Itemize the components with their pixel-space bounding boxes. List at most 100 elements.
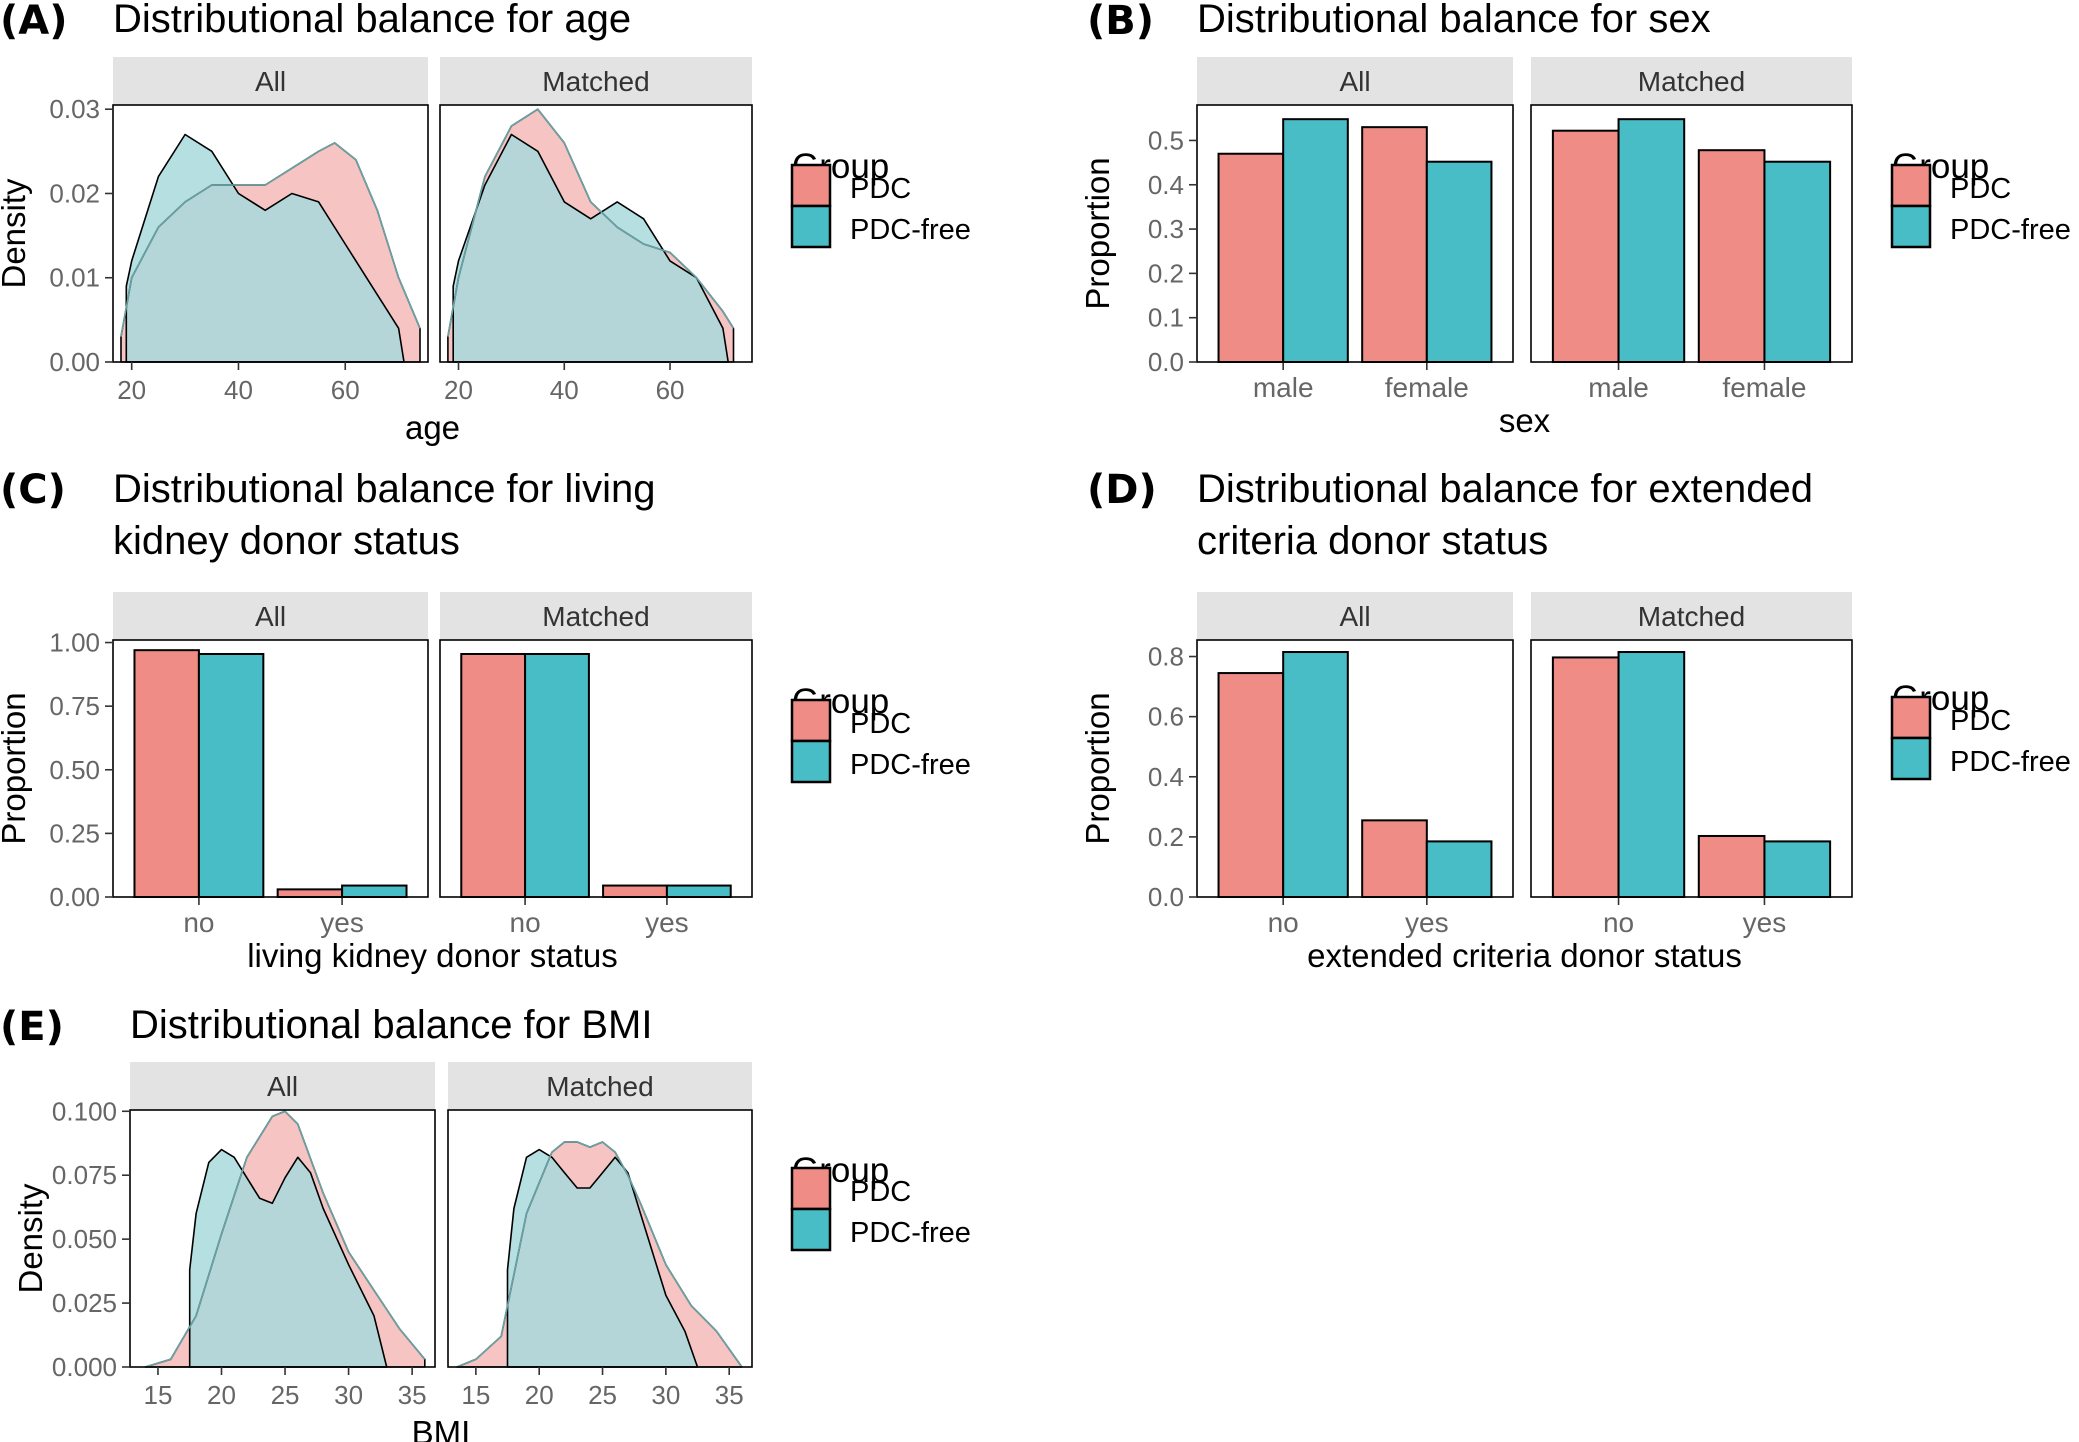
bar-pdc-female <box>1361 126 1428 364</box>
facet-strip <box>113 592 428 640</box>
legend-key-pdc <box>790 1166 832 1211</box>
y-tick-label: 0.075 <box>52 1160 117 1190</box>
bar-pdc-yes <box>1697 834 1766 898</box>
y-tick-label: 0.025 <box>52 1288 117 1318</box>
y-tick-label: 0.03 <box>49 94 100 124</box>
legend-key-pdc <box>1890 695 1932 740</box>
y-tick-label: 0.2 <box>1148 258 1184 288</box>
density-overlap-line <box>145 1110 426 1368</box>
x-tick-label: yes <box>1743 907 1787 938</box>
y-tick-label: 0.1 <box>1148 303 1184 333</box>
bar-pdc-free-no <box>1617 651 1686 898</box>
x-tick-label: 25 <box>588 1380 617 1410</box>
panel-title-line: criteria donor status <box>1197 519 1548 563</box>
legend-key-pdc-free <box>1890 736 1932 781</box>
y-tick-label: 0.02 <box>49 178 100 208</box>
panel-title-line: Distributional balance for sex <box>1197 0 1711 41</box>
density-area-pdc-free <box>507 1149 698 1367</box>
facet-strip <box>440 592 752 640</box>
x-axis-label: BMI <box>412 1414 471 1442</box>
facet-strip <box>1531 57 1852 105</box>
y-tick-label: 0.050 <box>52 1224 117 1254</box>
x-tick-label: male <box>1253 372 1314 403</box>
panel-tag: (C) <box>0 467 66 513</box>
legend-key-pdc <box>790 163 832 208</box>
y-axis-label: Proportion <box>1079 157 1116 309</box>
panel-title-line: Distributional balance for BMI <box>130 1003 652 1047</box>
facet-strip-label: Matched <box>542 601 649 632</box>
x-tick-label: 20 <box>207 1380 236 1410</box>
facet-strip-label: All <box>1339 66 1370 97</box>
y-tick-label: 0.8 <box>1148 642 1184 672</box>
y-axis-label: Density <box>12 1183 49 1294</box>
y-tick-label: 0.4 <box>1148 762 1184 792</box>
y-axis-label: Proportion <box>0 692 32 844</box>
panel-c: (C) Distributional balance for living kidn… <box>0 467 971 974</box>
x-tick-label: 35 <box>398 1380 427 1410</box>
bar-pdc-yes <box>1361 819 1428 899</box>
x-tick-label: female <box>1722 372 1806 403</box>
density-outline-pdc-free <box>506 1148 699 1368</box>
panel-frame <box>1196 639 1514 898</box>
panel-frame <box>1530 639 1853 898</box>
density-area-pdc-free <box>189 1149 387 1367</box>
y-tick-label: 1.00 <box>49 628 100 658</box>
facet-strip <box>440 57 752 105</box>
y-tick-label: 0.0 <box>1148 882 1184 912</box>
panel-d: (D) Distributional balance for extended cr… <box>1079 467 2071 974</box>
y-tick-label: 0.0 <box>1148 347 1184 377</box>
x-axis-label: living kidney donor status <box>247 937 618 974</box>
x-tick-label: male <box>1588 372 1649 403</box>
bar-pdc-yes <box>276 888 344 898</box>
bar-pdc-female <box>1697 149 1766 363</box>
legend-key-pdc <box>790 698 832 743</box>
x-tick-label: no <box>1603 907 1634 938</box>
panel-tag: (A) <box>0 0 68 44</box>
bar-pdc-free-no <box>524 652 590 898</box>
x-tick-label: 15 <box>461 1380 490 1410</box>
y-tick-label: 0.00 <box>49 347 100 377</box>
y-tick-label: 0.6 <box>1148 702 1184 732</box>
x-tick-label: female <box>1385 372 1469 403</box>
y-axis-label: Proportion <box>1079 692 1116 844</box>
legend-key-pdc-free <box>790 204 832 249</box>
density-overlap-line <box>120 141 421 337</box>
facet-strip-label: All <box>255 66 286 97</box>
x-tick-label: yes <box>1405 907 1449 938</box>
legend-label: PDC-free <box>1950 746 2071 778</box>
legend-key-pdc-free <box>790 1207 832 1252</box>
x-axis-label: age <box>405 409 460 446</box>
bar-pdc-free-yes <box>341 884 408 898</box>
panel-e: (E) Distributional balance for BMI All 15 20… <box>0 1003 971 1442</box>
panel-b: (B) Distributional balance for sex All male… <box>1079 0 2071 439</box>
bar-pdc-male <box>1551 129 1620 363</box>
panel-a: (A) Distributional balance for age All 20 40… <box>0 0 971 446</box>
facet-strip-label: Matched <box>546 1071 653 1102</box>
density-overlap-line <box>447 108 735 337</box>
facet-strip <box>1531 592 1852 640</box>
panel-title-line: Distributional balance for age <box>113 0 631 41</box>
x-axis-label: sex <box>1499 402 1551 439</box>
density-outline-pdc-free <box>452 133 729 363</box>
y-tick-label: 0.75 <box>49 691 100 721</box>
panel-frame <box>1530 104 1853 363</box>
legend-key-pdc-free <box>1890 204 1932 249</box>
bar-pdc-free-no <box>1282 651 1349 898</box>
density-area-pdc-free <box>126 134 405 362</box>
y-tick-label: 0.3 <box>1148 214 1184 244</box>
panel-frame <box>112 639 429 898</box>
y-tick-label: 0.00 <box>49 882 100 912</box>
bar-pdc-free-yes <box>1425 840 1493 898</box>
density-area-pdc-free <box>453 134 729 362</box>
y-tick-label: 0.01 <box>49 263 100 293</box>
facet-strip-label: Matched <box>542 66 649 97</box>
facet-strip-label: All <box>1339 601 1370 632</box>
x-tick-label: no <box>510 907 541 938</box>
bar-pdc-no <box>133 649 200 898</box>
panel-frame <box>1196 104 1514 363</box>
x-tick-label: 35 <box>715 1380 744 1410</box>
legend-label: PDC-free <box>1950 214 2071 246</box>
x-tick-label: 25 <box>271 1380 300 1410</box>
bar-pdc-free-male <box>1282 118 1349 364</box>
